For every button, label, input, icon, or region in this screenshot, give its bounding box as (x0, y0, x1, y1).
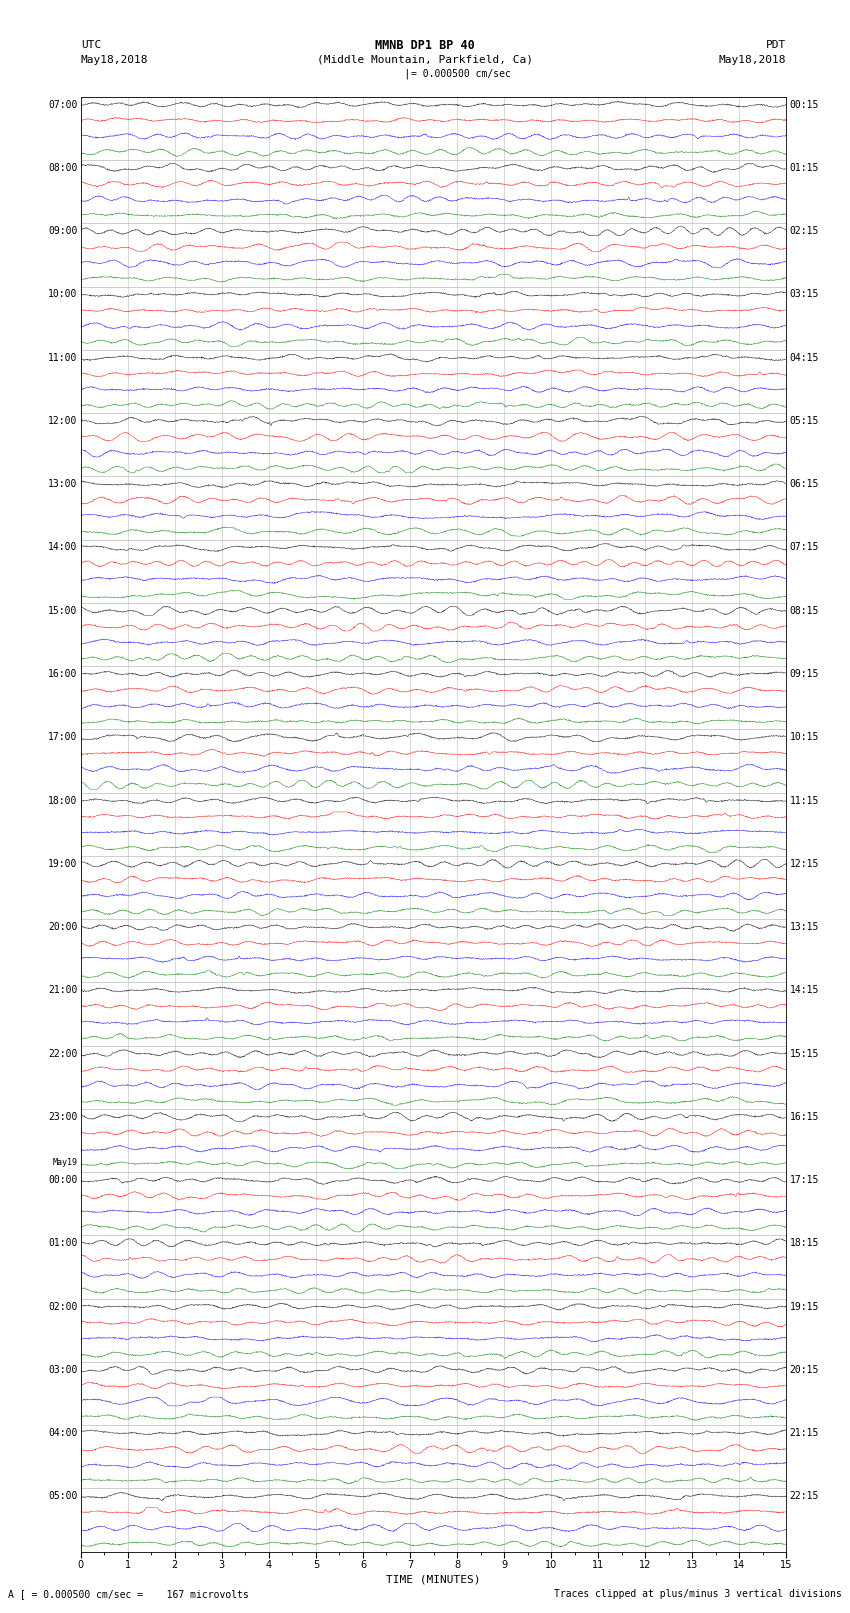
Text: 01:00: 01:00 (48, 1239, 77, 1248)
Text: 17:00: 17:00 (48, 732, 77, 742)
Text: A [ = 0.000500 cm/sec =    167 microvolts: A [ = 0.000500 cm/sec = 167 microvolts (8, 1589, 249, 1598)
Text: 07:00: 07:00 (48, 100, 77, 110)
X-axis label: TIME (MINUTES): TIME (MINUTES) (386, 1574, 481, 1584)
Text: 20:15: 20:15 (790, 1365, 819, 1374)
Text: 03:15: 03:15 (790, 289, 819, 300)
Text: 16:00: 16:00 (48, 669, 77, 679)
Text: 20:00: 20:00 (48, 923, 77, 932)
Text: 04:15: 04:15 (790, 353, 819, 363)
Text: 05:00: 05:00 (48, 1492, 77, 1502)
Text: 06:15: 06:15 (790, 479, 819, 489)
Text: 11:00: 11:00 (48, 353, 77, 363)
Text: 16:15: 16:15 (790, 1111, 819, 1121)
Text: |: | (403, 69, 410, 79)
Text: 19:15: 19:15 (790, 1302, 819, 1311)
Text: 14:00: 14:00 (48, 542, 77, 553)
Text: 03:00: 03:00 (48, 1365, 77, 1374)
Text: 19:00: 19:00 (48, 858, 77, 869)
Text: 11:15: 11:15 (790, 795, 819, 805)
Text: 13:15: 13:15 (790, 923, 819, 932)
Text: 12:00: 12:00 (48, 416, 77, 426)
Text: May18,2018: May18,2018 (719, 55, 786, 65)
Text: 18:00: 18:00 (48, 795, 77, 805)
Text: 01:15: 01:15 (790, 163, 819, 173)
Text: 05:15: 05:15 (790, 416, 819, 426)
Text: = 0.000500 cm/sec: = 0.000500 cm/sec (411, 69, 511, 79)
Text: 00:15: 00:15 (790, 100, 819, 110)
Text: 14:15: 14:15 (790, 986, 819, 995)
Text: 07:15: 07:15 (790, 542, 819, 553)
Text: 08:00: 08:00 (48, 163, 77, 173)
Text: 15:15: 15:15 (790, 1048, 819, 1058)
Text: 23:00: 23:00 (48, 1111, 77, 1121)
Text: 18:15: 18:15 (790, 1239, 819, 1248)
Text: 02:15: 02:15 (790, 226, 819, 235)
Text: 22:00: 22:00 (48, 1048, 77, 1058)
Text: MMNB DP1 BP 40: MMNB DP1 BP 40 (375, 39, 475, 52)
Text: Traces clipped at plus/minus 3 vertical divisions: Traces clipped at plus/minus 3 vertical … (553, 1589, 842, 1598)
Text: 04:00: 04:00 (48, 1428, 77, 1439)
Text: 09:00: 09:00 (48, 226, 77, 235)
Text: (Middle Mountain, Parkfield, Ca): (Middle Mountain, Parkfield, Ca) (317, 55, 533, 65)
Text: 13:00: 13:00 (48, 479, 77, 489)
Text: 10:00: 10:00 (48, 289, 77, 300)
Text: 10:15: 10:15 (790, 732, 819, 742)
Text: 21:15: 21:15 (790, 1428, 819, 1439)
Text: May19: May19 (53, 1158, 77, 1168)
Text: 15:00: 15:00 (48, 606, 77, 616)
Text: 08:15: 08:15 (790, 606, 819, 616)
Text: PDT: PDT (766, 40, 786, 50)
Text: UTC: UTC (81, 40, 101, 50)
Text: 02:00: 02:00 (48, 1302, 77, 1311)
Text: 00:00: 00:00 (48, 1174, 77, 1186)
Text: 21:00: 21:00 (48, 986, 77, 995)
Text: 09:15: 09:15 (790, 669, 819, 679)
Text: 17:15: 17:15 (790, 1174, 819, 1186)
Text: 12:15: 12:15 (790, 858, 819, 869)
Text: May18,2018: May18,2018 (81, 55, 148, 65)
Text: 22:15: 22:15 (790, 1492, 819, 1502)
